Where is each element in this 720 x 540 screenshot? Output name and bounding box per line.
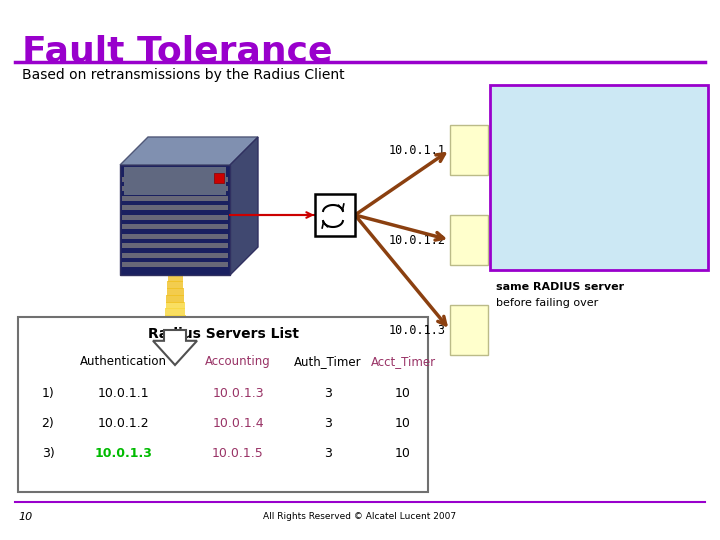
Text: 10.0.1.4: 10.0.1.4: [212, 417, 264, 430]
FancyBboxPatch shape: [168, 274, 182, 282]
Text: occurs: occurs: [496, 214, 533, 224]
Text: Acct_Timer: Acct_Timer: [370, 355, 436, 368]
Text: before failing over: before failing over: [496, 298, 598, 308]
FancyBboxPatch shape: [122, 233, 228, 239]
Text: Accounting: Accounting: [205, 355, 271, 368]
Text: standardized:: standardized:: [496, 129, 572, 139]
Text: 10.0.1.3: 10.0.1.3: [389, 323, 446, 336]
FancyBboxPatch shape: [122, 177, 228, 181]
FancyBboxPatch shape: [164, 322, 186, 330]
Polygon shape: [230, 137, 258, 275]
Text: same RADIUS server: same RADIUS server: [496, 282, 624, 292]
Text: 10: 10: [395, 447, 411, 460]
Polygon shape: [120, 137, 258, 165]
Text: Auth_Timer: Auth_Timer: [294, 355, 362, 368]
Text: 1): 1): [42, 387, 55, 400]
Bar: [214, 173, 224, 183]
Text: 2): 2): [42, 417, 55, 430]
FancyBboxPatch shape: [490, 85, 708, 270]
Text: 10.0.1.5: 10.0.1.5: [212, 447, 264, 460]
Text: 10: 10: [395, 387, 411, 400]
FancyBboxPatch shape: [315, 194, 355, 236]
Text: 10.0.1.1: 10.0.1.1: [97, 387, 149, 400]
Text: soon as a timeout: soon as a timeout: [496, 197, 596, 207]
FancyBboxPatch shape: [450, 305, 488, 355]
Text: Authentication: Authentication: [79, 355, 166, 368]
Text: 3: 3: [324, 417, 332, 430]
FancyBboxPatch shape: [120, 165, 230, 275]
FancyBboxPatch shape: [122, 205, 228, 210]
FancyBboxPatch shape: [122, 214, 228, 219]
Text: 3: 3: [324, 447, 332, 460]
Text: 10.0.1.2: 10.0.1.2: [389, 233, 446, 246]
Text: 10.0.1.2: 10.0.1.2: [97, 417, 149, 430]
Text: Fault Tolerance: Fault Tolerance: [22, 35, 333, 69]
Text: 3: 3: [324, 387, 332, 400]
Text: Radius Servers List: Radius Servers List: [148, 327, 299, 341]
FancyBboxPatch shape: [166, 301, 184, 309]
FancyBboxPatch shape: [122, 262, 228, 267]
Text: * some NAS’s fail: * some NAS’s fail: [496, 146, 592, 156]
Text: All Rights Reserved © Alcatel Lucent 2007: All Rights Reserved © Alcatel Lucent 200…: [264, 512, 456, 521]
FancyBboxPatch shape: [124, 167, 226, 195]
Text: 10.0.1.3: 10.0.1.3: [212, 387, 264, 400]
FancyBboxPatch shape: [166, 288, 184, 295]
FancyBboxPatch shape: [122, 195, 228, 200]
Text: RADIUS server as: RADIUS server as: [496, 180, 605, 190]
FancyBboxPatch shape: [450, 215, 488, 265]
FancyBboxPatch shape: [164, 315, 186, 323]
Text: 10: 10: [395, 417, 411, 430]
FancyBboxPatch shape: [165, 308, 185, 316]
Text: over to another: over to another: [496, 163, 582, 173]
FancyBboxPatch shape: [122, 186, 228, 191]
FancyBboxPatch shape: [167, 281, 183, 289]
Text: 10: 10: [18, 512, 32, 522]
FancyBboxPatch shape: [122, 224, 228, 229]
Text: strategy is not: strategy is not: [496, 112, 577, 122]
Text: 10.0.1.1: 10.0.1.1: [389, 144, 446, 157]
Polygon shape: [153, 330, 197, 365]
FancyBboxPatch shape: [450, 125, 488, 175]
Text: * some NAS’s retry 1: * some NAS’s retry 1: [496, 231, 612, 241]
Text: The retransmission: The retransmission: [496, 95, 603, 105]
FancyBboxPatch shape: [166, 295, 184, 302]
Text: 3): 3): [42, 447, 55, 460]
Text: or 2 times to the: or 2 times to the: [496, 248, 589, 258]
Text: Based on retransmissions by the Radius Client: Based on retransmissions by the Radius C…: [22, 68, 345, 82]
Text: 10.0.1.3: 10.0.1.3: [94, 447, 152, 460]
FancyBboxPatch shape: [18, 317, 428, 492]
FancyBboxPatch shape: [122, 243, 228, 248]
FancyBboxPatch shape: [122, 253, 228, 258]
